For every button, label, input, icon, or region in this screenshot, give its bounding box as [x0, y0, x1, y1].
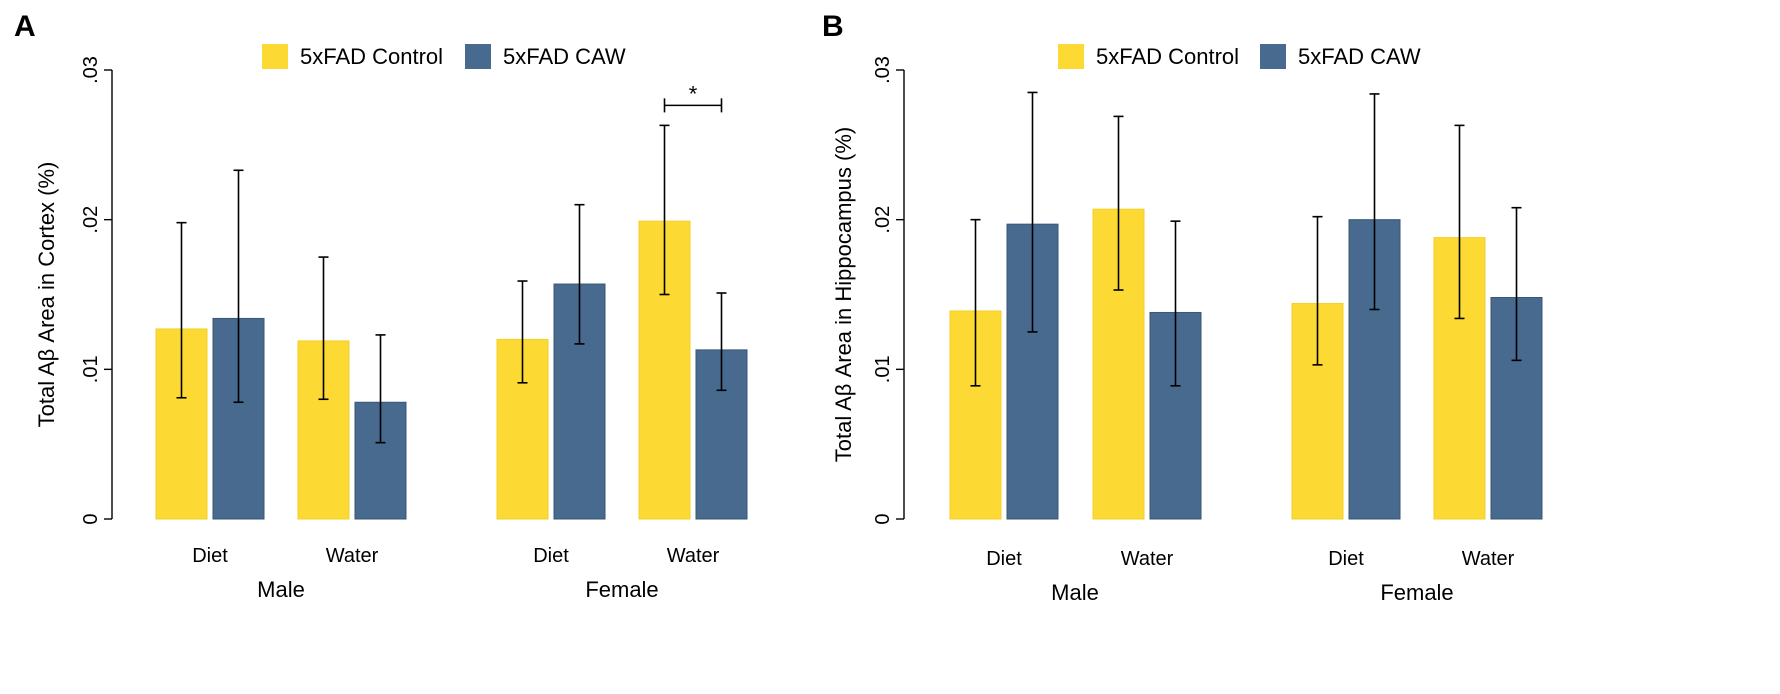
- x-tick-label: Diet: [986, 548, 1022, 570]
- significance-star: *: [689, 81, 698, 106]
- group-label: Male: [1051, 580, 1099, 605]
- y-tick-label: .02: [80, 206, 102, 234]
- y-tick-label: 0: [80, 513, 102, 524]
- significance-bracket: *: [663, 81, 723, 113]
- bars: [155, 124, 748, 520]
- chart-panel-a: A 5xFAD Control 5xFAD CAW Diet Water Diet Wate…: [14, 10, 748, 602]
- panel-label: B: [822, 10, 844, 43]
- y-tick-label: .02: [872, 206, 894, 234]
- y-tick-label: .01: [872, 355, 894, 383]
- legend-label: 5xFAD CAW: [503, 44, 626, 69]
- x-tick-label: Diet: [533, 545, 569, 567]
- legend-swatch: [1058, 44, 1084, 69]
- panel-label: A: [14, 10, 36, 43]
- y-tick-label: .01: [80, 355, 102, 383]
- legend-swatch: [262, 44, 288, 69]
- legend-swatch: [465, 44, 491, 69]
- group-label: Female: [585, 577, 658, 602]
- x-tick-label: Water: [326, 545, 379, 567]
- y-axis: 0 .01 .02 .03 Total Aβ Area in Cortex (%): [34, 56, 113, 525]
- y-axis-title: Total Aβ Area in Cortex (%): [34, 162, 59, 428]
- y-tick-label: 0: [872, 513, 894, 524]
- x-tick-label: Water: [1121, 548, 1174, 570]
- x-tick-label: Diet: [1328, 548, 1364, 570]
- group-label: Female: [1380, 580, 1453, 605]
- y-axis-title: Total Aβ Area in Hippocampus (%): [831, 127, 856, 462]
- legend-label: 5xFAD Control: [1096, 44, 1239, 69]
- y-tick-label: .03: [80, 56, 102, 84]
- legend-swatch: [1260, 44, 1286, 69]
- x-tick-label: Diet: [192, 545, 228, 567]
- y-tick-label: .03: [872, 56, 894, 84]
- group-label: Male: [257, 577, 305, 602]
- chart-panel-b: B 5xFAD Control 5xFAD CAW Diet Water Diet Wate…: [822, 10, 1543, 605]
- y-axis: 0 .01 .02 .03 Total Aβ Area in Hippocampus (…: [831, 56, 905, 525]
- legend-label: 5xFAD Control: [300, 44, 443, 69]
- x-tick-label: Water: [667, 545, 720, 567]
- legend-label: 5xFAD CAW: [1298, 44, 1421, 69]
- x-tick-label: Water: [1462, 548, 1515, 570]
- bars: [949, 91, 1543, 520]
